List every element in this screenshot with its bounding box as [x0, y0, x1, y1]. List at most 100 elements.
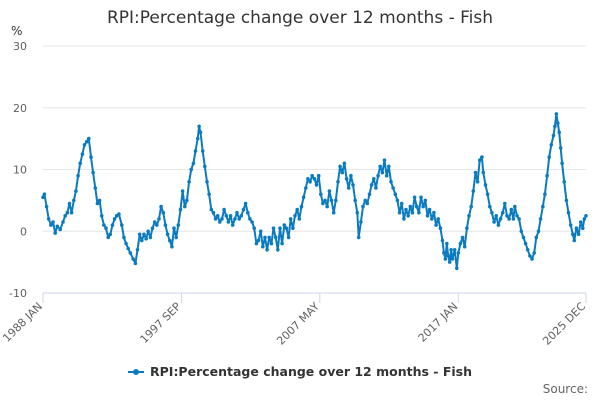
- data-point: [460, 235, 465, 240]
- data-point: [545, 173, 549, 178]
- data-point: [280, 241, 284, 246]
- series-line: [42, 112, 587, 270]
- data-point: [99, 214, 104, 218]
- data-point: [346, 186, 351, 190]
- data-point: [564, 198, 569, 203]
- data-point: [349, 173, 353, 178]
- data-point: [248, 217, 252, 221]
- data-point: [521, 235, 526, 240]
- data-point: [131, 257, 135, 261]
- data-point: [402, 217, 406, 221]
- data-point: [140, 238, 144, 243]
- data-point: [314, 183, 319, 187]
- data-point: [425, 214, 430, 218]
- data-point: [250, 220, 254, 224]
- data-point: [159, 204, 163, 209]
- data-point: [106, 235, 110, 240]
- data-point: [218, 220, 222, 224]
- data-point: [481, 170, 486, 175]
- data-point: [226, 220, 231, 224]
- data-point: [477, 158, 482, 162]
- data-point: [89, 155, 93, 159]
- y-tick-label: 20: [13, 102, 27, 115]
- data-point: [183, 204, 187, 209]
- legend[interactable]: RPI:Percentage change over 12 months - F…: [0, 364, 600, 379]
- data-point: [213, 217, 218, 221]
- data-point: [108, 232, 113, 237]
- data-point: [384, 173, 389, 178]
- data-point: [205, 180, 209, 184]
- data-point: [53, 231, 57, 235]
- data-point: [220, 217, 224, 221]
- data-point: [271, 226, 276, 230]
- y-tick-label: -10: [9, 287, 27, 300]
- data-point: [574, 226, 579, 230]
- data-point: [361, 204, 365, 209]
- data-point: [469, 204, 474, 209]
- data-point: [120, 223, 124, 227]
- data-point: [378, 164, 383, 169]
- data-point: [382, 158, 387, 162]
- data-point: [72, 198, 76, 203]
- data-point: [525, 248, 530, 252]
- data-point: [389, 180, 393, 184]
- data-point: [566, 210, 571, 215]
- data-point: [233, 217, 237, 221]
- data-point: [295, 207, 300, 212]
- data-point: [230, 223, 235, 227]
- data-point: [180, 189, 185, 193]
- data-point: [568, 223, 573, 227]
- data-point: [323, 198, 327, 203]
- data-point: [513, 204, 517, 209]
- legend-label[interactable]: RPI:Percentage change over 12 months - F…: [150, 364, 472, 379]
- data-point: [178, 207, 183, 212]
- data-point: [222, 207, 226, 212]
- data-point: [189, 167, 193, 172]
- data-point: [440, 238, 445, 243]
- data-point: [530, 257, 534, 261]
- x-tick-label: 2025 DEC: [540, 300, 588, 348]
- data-point: [517, 217, 521, 221]
- data-point: [278, 226, 282, 230]
- data-point: [549, 143, 554, 147]
- data-point: [560, 161, 564, 166]
- chart-title: RPI:Percentage change over 12 months - F…: [106, 8, 494, 28]
- data-point: [543, 192, 547, 196]
- data-point: [578, 220, 583, 224]
- data-point: [449, 248, 453, 252]
- data-point: [556, 121, 560, 125]
- data-point: [421, 204, 426, 209]
- data-point: [376, 173, 380, 178]
- data-point: [494, 214, 499, 218]
- y-tick-label: 30: [13, 40, 27, 53]
- data-point: [503, 201, 507, 206]
- legend-swatch-icon: [128, 368, 144, 375]
- data-point: [511, 217, 516, 221]
- data-point: [265, 248, 269, 252]
- data-point: [397, 210, 402, 215]
- data-point: [291, 226, 295, 230]
- data-point: [104, 226, 108, 230]
- data-point: [293, 214, 297, 218]
- data-point: [498, 217, 503, 221]
- data-point: [367, 192, 372, 196]
- data-point: [419, 195, 423, 200]
- data-point: [523, 241, 528, 246]
- data-point: [536, 229, 541, 234]
- y-axis-unit-label: %: [11, 24, 23, 38]
- data-point: [500, 210, 505, 215]
- data-point: [458, 241, 463, 246]
- data-point: [239, 214, 244, 218]
- data-point: [380, 170, 385, 175]
- data-point: [215, 214, 220, 218]
- data-point: [63, 214, 67, 218]
- data-point: [558, 146, 563, 150]
- data-point: [312, 177, 317, 181]
- data-point: [554, 112, 559, 116]
- data-point: [301, 195, 306, 200]
- data-point: [553, 124, 557, 129]
- data-point: [316, 173, 321, 178]
- data-point: [338, 164, 342, 169]
- data-point: [78, 161, 82, 166]
